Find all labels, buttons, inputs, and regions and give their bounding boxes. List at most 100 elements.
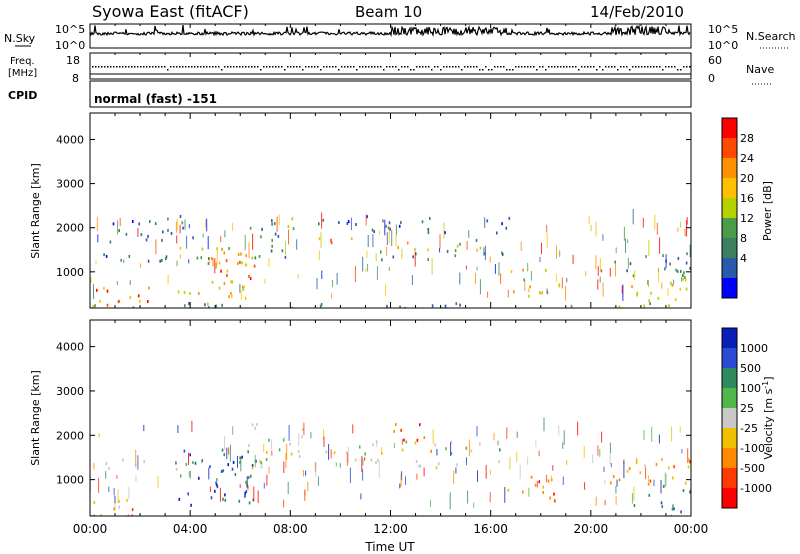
scatter-cell xyxy=(393,429,395,433)
scatter-cell xyxy=(238,499,241,503)
scatter-cell xyxy=(539,291,541,295)
scatter-cell xyxy=(346,222,349,225)
scatter-cell xyxy=(126,498,128,502)
scatter-streak xyxy=(339,463,341,468)
scatter-cell xyxy=(322,218,325,222)
scatter-streak xyxy=(90,277,92,283)
scatter-cell xyxy=(333,451,336,455)
scatter-cell xyxy=(671,507,674,511)
scatter-cell xyxy=(450,440,453,444)
nave-dot xyxy=(407,66,409,68)
scatter-cell xyxy=(131,508,134,512)
nave-dot xyxy=(335,66,337,68)
nave-dot xyxy=(152,66,154,68)
scatter-cell xyxy=(649,302,651,306)
nave-dot xyxy=(662,69,664,71)
scatter-streak xyxy=(114,495,116,504)
nave-dot xyxy=(239,66,241,68)
scatter-streak xyxy=(604,499,606,506)
nave-dot xyxy=(275,66,277,68)
nave-dot xyxy=(656,66,658,68)
scatter-streak xyxy=(108,486,110,492)
nave-dot xyxy=(185,66,187,68)
scatter-cell xyxy=(675,268,677,272)
scatter-streak xyxy=(214,258,216,274)
scatter-cell xyxy=(677,256,680,260)
scatter-cell xyxy=(244,263,247,267)
scatter-cell xyxy=(662,484,665,488)
nave-dots xyxy=(92,66,691,71)
freq-panel: Freq. [MHz] 18 8 60 0 Nave xyxy=(8,52,774,85)
nave-dot xyxy=(617,69,619,71)
scatter-streak xyxy=(615,496,617,505)
scatter-streak xyxy=(232,222,234,231)
scatter-cell xyxy=(224,493,226,497)
nave-dot xyxy=(107,66,109,68)
nave-dot xyxy=(149,66,151,68)
scatter-cell xyxy=(404,306,406,308)
scatter-cell xyxy=(290,452,293,456)
nave-dot xyxy=(626,66,628,68)
scatter-streak xyxy=(467,490,469,504)
nave-dot xyxy=(500,66,502,68)
scatter-cell xyxy=(221,448,224,452)
scatter-streak xyxy=(562,476,564,485)
nave-dot xyxy=(218,66,220,68)
scatter-streak xyxy=(493,432,495,441)
scatter-cell xyxy=(242,287,245,291)
scatter-streak xyxy=(386,246,388,256)
scatter-streak xyxy=(401,248,403,257)
date-title: 14/Feb/2010 xyxy=(590,3,684,21)
scatter-streak xyxy=(399,483,401,489)
scatter-cell xyxy=(454,254,457,258)
scatter-streak xyxy=(443,222,445,239)
scatter-streak xyxy=(93,284,94,299)
nave-dot xyxy=(566,66,568,68)
y-tick-label: 1000 xyxy=(56,474,84,487)
scatter-streak xyxy=(253,486,255,502)
scatter-streak xyxy=(541,242,542,255)
scatter-streak xyxy=(590,224,592,232)
scatter-streak xyxy=(105,471,107,479)
nave-dot xyxy=(389,66,391,68)
scatter-cell xyxy=(223,251,226,255)
nave-dot xyxy=(560,66,562,68)
nave-dot xyxy=(674,66,676,68)
nave-dot xyxy=(425,66,427,68)
nave-dot xyxy=(557,66,559,68)
scatter-streak xyxy=(257,490,259,504)
scatter-cell xyxy=(271,244,273,248)
scatter-cell xyxy=(419,464,422,468)
nave-dot xyxy=(320,69,322,71)
scatter-cell xyxy=(93,501,96,504)
scatter-cell xyxy=(189,453,191,457)
colorbar-segment xyxy=(722,368,737,389)
scatter-streak xyxy=(562,442,564,449)
scatter-cell xyxy=(161,238,163,242)
scatter-cell xyxy=(684,481,687,485)
scatter-cell xyxy=(554,499,556,503)
scatter-streak xyxy=(681,277,682,282)
scatter-streak xyxy=(202,233,204,238)
scatter-cell xyxy=(456,463,458,467)
scatter-cell xyxy=(558,284,561,288)
scatter-cell xyxy=(528,294,530,298)
scatter-streak xyxy=(117,220,119,235)
scatter-cell xyxy=(338,221,340,225)
scatter-streak xyxy=(671,426,673,442)
scatter-streak xyxy=(176,235,178,244)
nave-dot xyxy=(473,66,475,68)
scatter-cell xyxy=(147,300,149,303)
scatter-streak xyxy=(610,463,612,468)
scatter-cell xyxy=(245,480,247,484)
scatter-streak xyxy=(98,477,100,493)
scatter-streak xyxy=(137,228,139,237)
nave-dot xyxy=(668,66,670,68)
scatter-streak xyxy=(188,452,189,465)
nave-dot xyxy=(470,66,472,68)
scatter-streak xyxy=(536,480,538,488)
scatter-cell xyxy=(192,236,194,240)
scatter-cell xyxy=(501,222,503,226)
scatter-cell xyxy=(626,269,628,273)
colorbar-tick-label: 4 xyxy=(740,252,747,265)
